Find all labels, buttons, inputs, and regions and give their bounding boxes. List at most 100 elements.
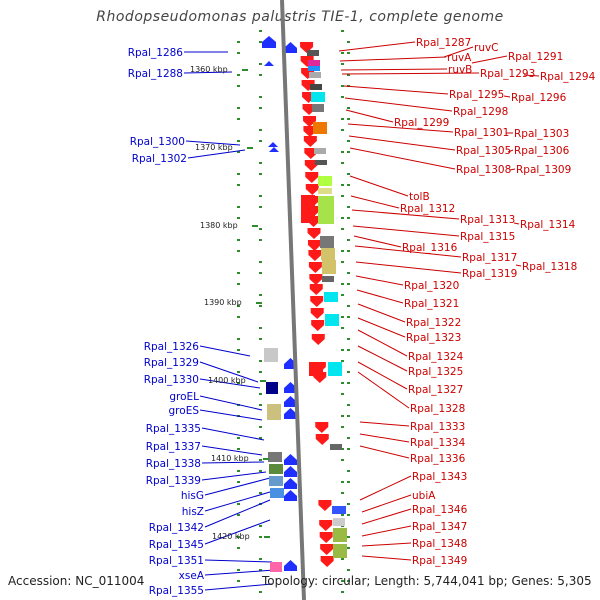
plus-strand-gene bbox=[308, 250, 322, 261]
minus-strand-gene bbox=[284, 490, 297, 501]
minus-strand-gene bbox=[262, 36, 276, 48]
left-gene-label: Rpal_1339 bbox=[146, 475, 201, 487]
map-tick-mark bbox=[347, 536, 350, 538]
left-gene-label: groES bbox=[169, 405, 200, 417]
right-gene-label: Rpal_1303 bbox=[514, 128, 569, 140]
plus-strand-gene bbox=[320, 556, 334, 567]
map-tick-mark bbox=[237, 250, 240, 252]
left-gene-label: Rpal_1288 bbox=[128, 68, 183, 80]
map-tick-mark bbox=[237, 305, 240, 307]
gene-label-leader bbox=[359, 445, 410, 459]
right-gene-label: Rpal_1308 bbox=[456, 164, 511, 176]
map-tick-mark bbox=[341, 580, 344, 582]
left-gene-label: Rpal_1337 bbox=[146, 441, 201, 453]
ruler-tick-label: 1360 kbp bbox=[190, 65, 228, 74]
map-tick-mark bbox=[259, 591, 262, 593]
left-gene-label: Rpal_1286 bbox=[128, 47, 184, 59]
map-tick-mark bbox=[259, 140, 262, 142]
left-gene-label: hisG bbox=[181, 490, 204, 502]
gene-feature-block bbox=[313, 122, 327, 134]
plus-strand-gene bbox=[301, 80, 315, 91]
right-gene-label: Rpal_1294 bbox=[540, 71, 596, 83]
right-gene-label: Rpal_1316 bbox=[402, 242, 458, 254]
plus-strand-gene bbox=[303, 136, 317, 147]
left-gene-label: Rpal_1355 bbox=[149, 585, 204, 597]
map-tick-mark bbox=[341, 426, 344, 428]
gene-label-leader bbox=[204, 491, 271, 512]
map-tick-mark bbox=[237, 569, 240, 571]
gene-feature-block bbox=[308, 66, 320, 71]
gene-label-leader bbox=[339, 56, 447, 62]
map-tick-mark bbox=[347, 52, 350, 54]
gene-feature-block bbox=[333, 518, 345, 526]
map-tick-mark bbox=[347, 503, 350, 505]
map-tick-mark bbox=[237, 382, 240, 384]
left-gene-label: hisZ bbox=[182, 506, 204, 518]
map-tick-mark bbox=[237, 470, 240, 472]
gene-label-leader bbox=[204, 583, 273, 591]
right-gene-label: Rpal_1327 bbox=[408, 384, 463, 396]
gene-label-leader bbox=[201, 461, 265, 464]
gene-label-leader bbox=[347, 123, 454, 133]
right-gene-label: Rpal_1287 bbox=[416, 37, 471, 49]
gene-label-leader bbox=[357, 371, 410, 409]
right-gene-label: Rpal_1298 bbox=[453, 106, 508, 118]
left-gene-label: Rpal_1335 bbox=[146, 423, 201, 435]
map-tick-mark bbox=[347, 283, 350, 285]
right-gene-label: Rpal_1313 bbox=[460, 214, 515, 226]
gene-label-leader bbox=[443, 46, 474, 58]
gene-label-leader bbox=[199, 345, 251, 357]
gene-feature-block bbox=[318, 188, 332, 194]
gene-feature-block bbox=[315, 160, 327, 165]
map-tick-mark bbox=[341, 129, 344, 131]
map-tick-mark bbox=[341, 118, 344, 120]
map-tick-mark bbox=[347, 514, 350, 516]
gene-label-leader bbox=[361, 542, 412, 547]
map-tick-mark bbox=[341, 96, 344, 98]
gene-feature-block bbox=[321, 248, 335, 260]
map-tick-mark bbox=[347, 371, 350, 373]
gene-label-leader bbox=[341, 72, 480, 75]
left-gene-label: Rpal_1302 bbox=[132, 153, 187, 165]
gene-label-leader bbox=[348, 135, 456, 151]
map-tick-mark bbox=[259, 107, 262, 109]
map-tick-mark bbox=[347, 140, 350, 142]
plus-strand-gene bbox=[309, 284, 323, 295]
gene-label-leader bbox=[357, 361, 408, 390]
right-gene-label: Rpal_1322 bbox=[406, 317, 461, 329]
gene-feature-block bbox=[269, 476, 283, 486]
map-tick-mark bbox=[259, 261, 262, 263]
map-tick-mark bbox=[341, 294, 344, 296]
map-tick-mark bbox=[237, 74, 240, 76]
gene-label-leader bbox=[507, 149, 514, 153]
map-tick-mark bbox=[259, 327, 262, 329]
gene-label-leader bbox=[185, 140, 241, 146]
plus-strand-gene bbox=[311, 334, 325, 345]
gene-label-leader bbox=[204, 559, 273, 563]
right-gene-label: Rpal_1299 bbox=[394, 117, 449, 129]
plus-strand-gene bbox=[305, 172, 319, 183]
right-gene-label: Rpal_1295 bbox=[449, 89, 504, 101]
right-gene-label: Rpal_1348 bbox=[412, 538, 467, 550]
ruler-tick bbox=[260, 380, 266, 382]
map-tick-mark bbox=[259, 305, 262, 307]
left-gene-label: Rpal_1329 bbox=[144, 357, 199, 369]
map-tick-mark bbox=[347, 239, 350, 241]
gene-label-leader bbox=[344, 97, 453, 112]
map-tick-mark bbox=[341, 415, 344, 417]
map-tick-mark bbox=[259, 272, 262, 274]
right-gene-label: Rpal_1293 bbox=[480, 68, 535, 80]
right-gene-label: Rpal_1336 bbox=[410, 453, 466, 465]
plus-strand-gene bbox=[310, 296, 324, 307]
map-tick-mark bbox=[237, 41, 240, 43]
map-tick-mark bbox=[237, 140, 240, 142]
map-tick-mark bbox=[347, 382, 350, 384]
map-tick-mark bbox=[347, 217, 350, 219]
plus-strand-gene bbox=[319, 532, 333, 543]
map-tick-mark bbox=[347, 206, 350, 208]
left-gene-label: Rpal_1351 bbox=[149, 555, 204, 567]
map-tick-mark bbox=[341, 448, 344, 450]
gene-feature-block bbox=[310, 84, 322, 90]
plus-strand-gene bbox=[300, 42, 314, 53]
gene-feature-block bbox=[312, 104, 324, 112]
